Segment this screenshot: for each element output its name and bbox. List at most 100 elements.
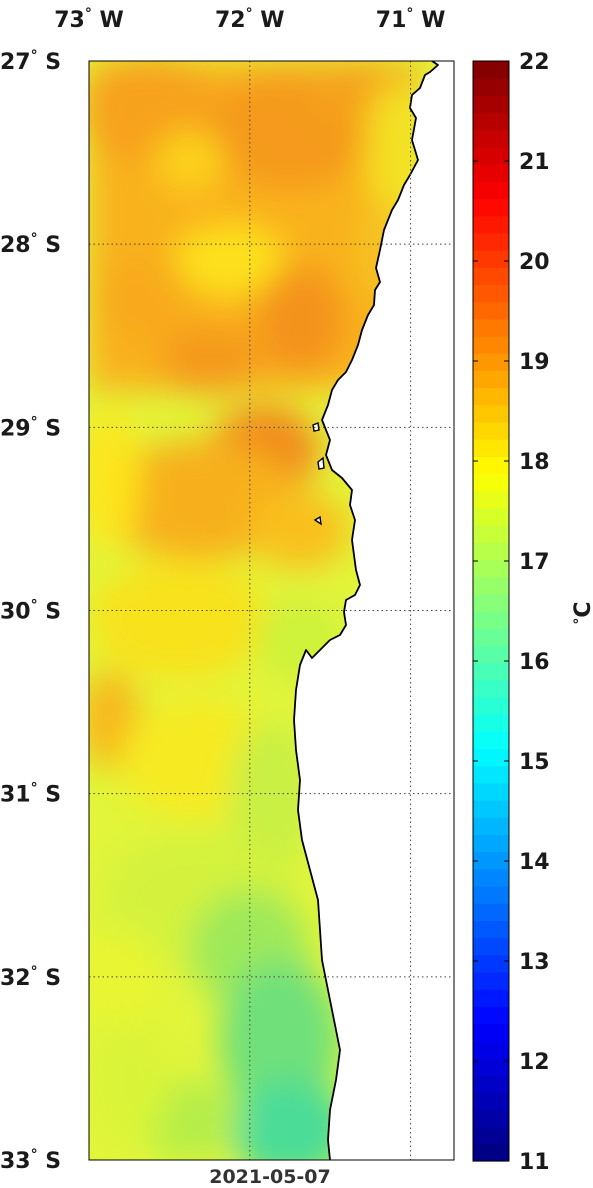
coastline bbox=[293, 61, 439, 1160]
colorbar-band bbox=[473, 1006, 509, 1025]
colorbar-band bbox=[473, 542, 509, 561]
colorbar-band bbox=[473, 817, 509, 836]
colorbar-band bbox=[473, 1023, 509, 1042]
island bbox=[312, 422, 320, 432]
colorbar-band bbox=[473, 748, 509, 767]
longitude-labels: 73° W 72° W 71° W bbox=[54, 6, 445, 33]
colorbar-band bbox=[473, 662, 509, 681]
lat-label: 32° S bbox=[0, 964, 61, 991]
colorbar-band bbox=[473, 851, 509, 870]
colorbar-tick-label: 22 bbox=[519, 50, 550, 75]
colorbar-band bbox=[473, 1126, 509, 1145]
colorbar-band bbox=[473, 1092, 509, 1111]
colorbar-band bbox=[473, 267, 509, 286]
lat-label: 31° S bbox=[0, 781, 61, 808]
colorbar-tick-label: 17 bbox=[519, 550, 550, 575]
colorbar-band bbox=[473, 215, 509, 234]
colorbar-band bbox=[473, 404, 509, 423]
colorbar-band bbox=[473, 800, 509, 818]
colorbar-band bbox=[473, 129, 509, 148]
colorbar-band bbox=[473, 1109, 509, 1128]
lon-label: 73° W bbox=[54, 6, 124, 33]
colorbar-steps bbox=[472, 60, 510, 1162]
colorbar-band bbox=[473, 370, 509, 389]
colorbar-band bbox=[473, 284, 509, 303]
colorbar-band bbox=[473, 1040, 509, 1059]
colorbar-tick-label: 21 bbox=[519, 150, 550, 175]
colorbar-tick-label: 15 bbox=[519, 750, 550, 775]
island bbox=[317, 456, 325, 470]
colorbar-tick-label: 16 bbox=[519, 650, 550, 675]
colorbar-band bbox=[473, 112, 509, 131]
colorbar-ticks: 22 21 20 19 18 17 16 15 14 13 12 11 bbox=[473, 50, 550, 1175]
colorbar-unit: °C bbox=[571, 601, 593, 624]
colorbar-band bbox=[473, 61, 509, 79]
colorbar-band bbox=[473, 507, 509, 526]
colorbar-band bbox=[473, 456, 509, 475]
colorbar-band bbox=[473, 559, 509, 578]
colorbar-band bbox=[473, 95, 509, 114]
colorbar-band bbox=[473, 611, 509, 629]
lon-label: 71° W bbox=[376, 6, 446, 33]
sst-blobs bbox=[89, 61, 425, 1160]
colorbar-band bbox=[473, 920, 509, 939]
latitude-labels: 27° S 28° S 29° S 30° S 31° S 32° S 33° S bbox=[0, 48, 61, 1174]
unit-letter: C bbox=[571, 601, 593, 617]
colorbar-frame bbox=[472, 60, 510, 1162]
colorbar-band bbox=[473, 971, 509, 990]
colorbar-band bbox=[473, 181, 509, 200]
colorbar-tick-label: 13 bbox=[519, 950, 550, 975]
colorbar-band bbox=[473, 989, 509, 1007]
map-frame bbox=[88, 60, 455, 1161]
sst-field bbox=[89, 61, 454, 1160]
colorbar-band bbox=[473, 593, 509, 612]
colorbar-band bbox=[473, 232, 509, 251]
colorbar-band bbox=[473, 628, 509, 646]
colorbar-band bbox=[473, 198, 509, 217]
colorbar-band bbox=[473, 164, 509, 182]
colorbar-band bbox=[473, 645, 509, 664]
colorbar-band bbox=[473, 731, 509, 750]
colorbar-band bbox=[473, 301, 509, 320]
unit-degree: ° bbox=[572, 618, 588, 625]
colorbar-band bbox=[473, 78, 509, 96]
colorbar-band bbox=[473, 525, 509, 543]
colorbar-tick-label: 18 bbox=[519, 450, 550, 475]
lat-label: 27° S bbox=[0, 48, 61, 75]
colorbar-band bbox=[473, 490, 509, 509]
colorbar-band bbox=[473, 937, 509, 956]
colorbar-band bbox=[473, 318, 509, 337]
date-label: 2021-05-07 bbox=[209, 1166, 331, 1188]
colorbar-band bbox=[473, 576, 509, 595]
colorbar-band bbox=[473, 765, 509, 784]
colorbar-band bbox=[473, 439, 509, 457]
colorbar-band bbox=[473, 1143, 509, 1162]
colorbar-band bbox=[473, 250, 509, 268]
colorbar-tick-label: 20 bbox=[519, 250, 550, 275]
lat-label: 30° S bbox=[0, 598, 61, 625]
island bbox=[313, 515, 322, 526]
colorbar-band bbox=[473, 336, 509, 354]
lon-label: 72° W bbox=[215, 6, 285, 33]
colorbar-band bbox=[473, 353, 509, 371]
colorbar-band bbox=[473, 696, 509, 715]
colorbar-band bbox=[473, 886, 509, 904]
colorbar-tick-label: 14 bbox=[519, 850, 550, 875]
colorbar-band bbox=[473, 421, 509, 440]
colorbar-band bbox=[473, 868, 509, 887]
colorbar-band bbox=[473, 714, 509, 732]
colorbar-band bbox=[473, 1075, 509, 1093]
colorbar-tick-label: 19 bbox=[519, 350, 550, 375]
colorbar-tick-label: 11 bbox=[519, 1150, 550, 1175]
lat-label: 28° S bbox=[0, 231, 61, 258]
colorbar-band bbox=[473, 954, 509, 973]
colorbar-band bbox=[473, 146, 509, 165]
colorbar-band bbox=[473, 679, 509, 698]
colorbar-band bbox=[473, 903, 509, 921]
colorbar-tick-label: 12 bbox=[519, 1050, 550, 1075]
colorbar-band bbox=[473, 473, 509, 492]
lat-label: 33° S bbox=[0, 1147, 61, 1174]
colorbar-band bbox=[473, 782, 509, 801]
gridlines bbox=[89, 61, 454, 1160]
